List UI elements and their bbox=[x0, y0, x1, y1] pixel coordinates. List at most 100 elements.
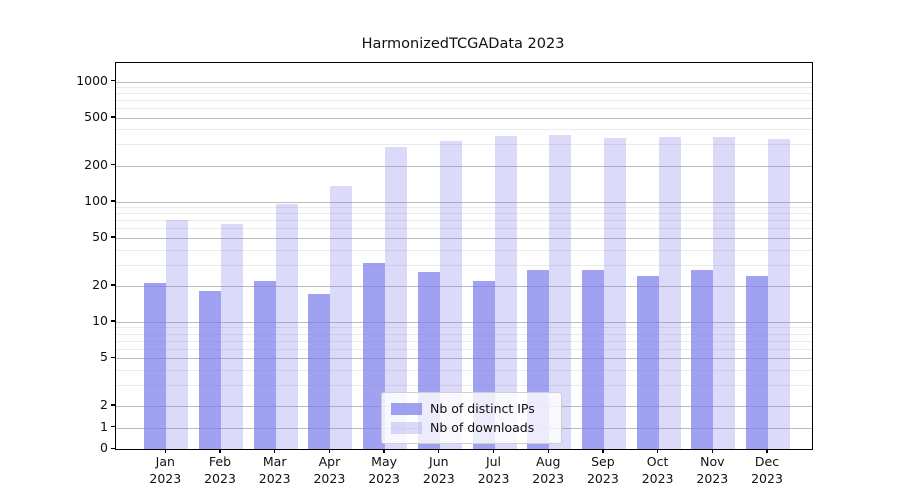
bar-downloads-dec bbox=[768, 139, 790, 449]
x-tick-label-feb: Feb 2023 bbox=[204, 454, 236, 486]
y-tick-label-10: 10 bbox=[92, 312, 108, 328]
x-tick-label-oct: Oct 2023 bbox=[641, 454, 674, 486]
x-tick-label-jul: Jul 2023 bbox=[477, 454, 510, 486]
y-tick-mark bbox=[111, 320, 115, 322]
major-gridline bbox=[116, 81, 812, 83]
x-tick-mark bbox=[547, 449, 549, 453]
x-tick-label-jan: Jan 2023 bbox=[149, 454, 182, 486]
minor-gridline bbox=[116, 348, 812, 350]
y-tick-label-20: 20 bbox=[92, 276, 108, 292]
bar-downloads-jun bbox=[439, 141, 462, 449]
legend-label-distinct-ips: Nb of distinct IPs bbox=[430, 401, 535, 416]
x-tick-mark bbox=[711, 449, 713, 453]
bar-distinct-ips-nov bbox=[691, 270, 714, 449]
x-tick-label-sep: Sep 2023 bbox=[586, 454, 619, 486]
x-tick-label-aug: Aug 2023 bbox=[532, 454, 565, 486]
y-tick-label-200: 200 bbox=[84, 156, 108, 172]
bar-downloads-mar bbox=[275, 203, 298, 449]
y-tick-label-100: 100 bbox=[84, 192, 108, 208]
plot-area: Nb of distinct IPs Nb of downloads bbox=[115, 62, 813, 450]
y-tick-mark bbox=[111, 236, 115, 238]
x-tick-label-nov: Nov 2023 bbox=[696, 454, 729, 486]
bar-downloads-feb bbox=[221, 224, 243, 449]
x-tick-mark bbox=[328, 449, 331, 453]
x-tick-mark bbox=[766, 449, 768, 453]
x-tick-label-apr: Apr 2023 bbox=[313, 454, 346, 486]
minor-gridline bbox=[116, 220, 812, 222]
major-gridline bbox=[116, 117, 812, 119]
x-tick-mark bbox=[219, 449, 221, 453]
x-tick-mark bbox=[438, 449, 440, 453]
minor-gridline bbox=[116, 87, 812, 88]
major-gridline bbox=[116, 285, 812, 287]
bar-downloads-oct bbox=[658, 136, 681, 449]
minor-gridline bbox=[116, 264, 812, 266]
legend-label-downloads: Nb of downloads bbox=[430, 420, 535, 435]
chart-title: HarmonizedTCGAData 2023 bbox=[361, 36, 565, 52]
major-gridline bbox=[116, 201, 812, 203]
x-tick-label-mar: Mar 2023 bbox=[258, 454, 291, 486]
y-tick-mark bbox=[111, 426, 115, 428]
x-tick-mark bbox=[164, 449, 166, 453]
y-tick-mark bbox=[111, 284, 115, 286]
bar-distinct-ips-sep bbox=[581, 270, 604, 449]
major-gridline bbox=[116, 358, 812, 360]
bar-distinct-ips-apr bbox=[308, 294, 331, 449]
x-tick-mark bbox=[383, 449, 385, 453]
minor-gridline bbox=[116, 369, 812, 371]
major-gridline bbox=[116, 237, 812, 239]
minor-gridline bbox=[116, 327, 812, 329]
legend-swatch-downloads bbox=[391, 421, 422, 434]
bar-downloads-apr bbox=[330, 186, 353, 449]
y-tick-mark bbox=[111, 200, 115, 202]
minor-gridline bbox=[116, 207, 812, 209]
minor-gridline bbox=[116, 144, 812, 146]
y-tick-mark bbox=[111, 164, 115, 166]
bar-distinct-ips-jan bbox=[144, 283, 167, 449]
x-tick-mark bbox=[656, 449, 659, 453]
y-tick-mark bbox=[111, 447, 115, 449]
bar-distinct-ips-oct bbox=[636, 276, 659, 449]
bar-downloads-nov bbox=[713, 136, 736, 449]
major-gridline bbox=[116, 321, 812, 323]
x-tick-label-may: May 2023 bbox=[368, 454, 400, 486]
x-tick-mark bbox=[492, 449, 495, 453]
minor-gridline bbox=[116, 340, 812, 342]
minor-gridline bbox=[116, 384, 812, 386]
y-tick-mark bbox=[111, 116, 115, 118]
minor-gridline bbox=[116, 333, 812, 335]
bar-downloads-jan bbox=[166, 220, 189, 449]
minor-gridline bbox=[116, 129, 812, 131]
minor-gridline bbox=[116, 228, 812, 230]
x-tick-label-dec: Dec 2023 bbox=[751, 454, 783, 486]
bar-downloads-sep bbox=[603, 138, 626, 449]
bar-downloads-jul bbox=[494, 136, 517, 449]
y-tick-label-5: 5 bbox=[100, 349, 108, 365]
bar-downloads-may bbox=[385, 147, 408, 449]
bar-distinct-ips-mar bbox=[253, 280, 276, 449]
y-tick-label-50: 50 bbox=[92, 228, 108, 244]
y-tick-label-1000: 1000 bbox=[76, 72, 108, 88]
minor-gridline bbox=[116, 249, 812, 251]
y-tick-label-500: 500 bbox=[84, 108, 108, 124]
y-tick-label-0: 0 bbox=[100, 440, 108, 455]
minor-gridline bbox=[116, 100, 812, 102]
x-tick-label-jun: Jun 2023 bbox=[422, 454, 455, 486]
legend-item-downloads: Nb of downloads bbox=[391, 418, 553, 437]
y-tick-label-2: 2 bbox=[100, 396, 108, 412]
minor-gridline bbox=[116, 93, 812, 95]
bar-distinct-ips-dec bbox=[746, 276, 768, 449]
bar-distinct-ips-feb bbox=[199, 291, 221, 449]
x-tick-mark bbox=[602, 449, 604, 453]
minor-gridline bbox=[116, 213, 812, 215]
legend: Nb of distinct IPs Nb of downloads bbox=[381, 392, 562, 444]
y-tick-label-1: 1 bbox=[100, 418, 108, 434]
x-tick-mark bbox=[274, 449, 276, 453]
y-tick-mark bbox=[111, 80, 115, 82]
major-gridline bbox=[116, 165, 812, 167]
y-tick-mark bbox=[111, 404, 115, 406]
legend-swatch-distinct-ips bbox=[391, 402, 422, 415]
bar-downloads-aug bbox=[549, 135, 572, 449]
bar-distinct-ips-may bbox=[363, 262, 386, 449]
